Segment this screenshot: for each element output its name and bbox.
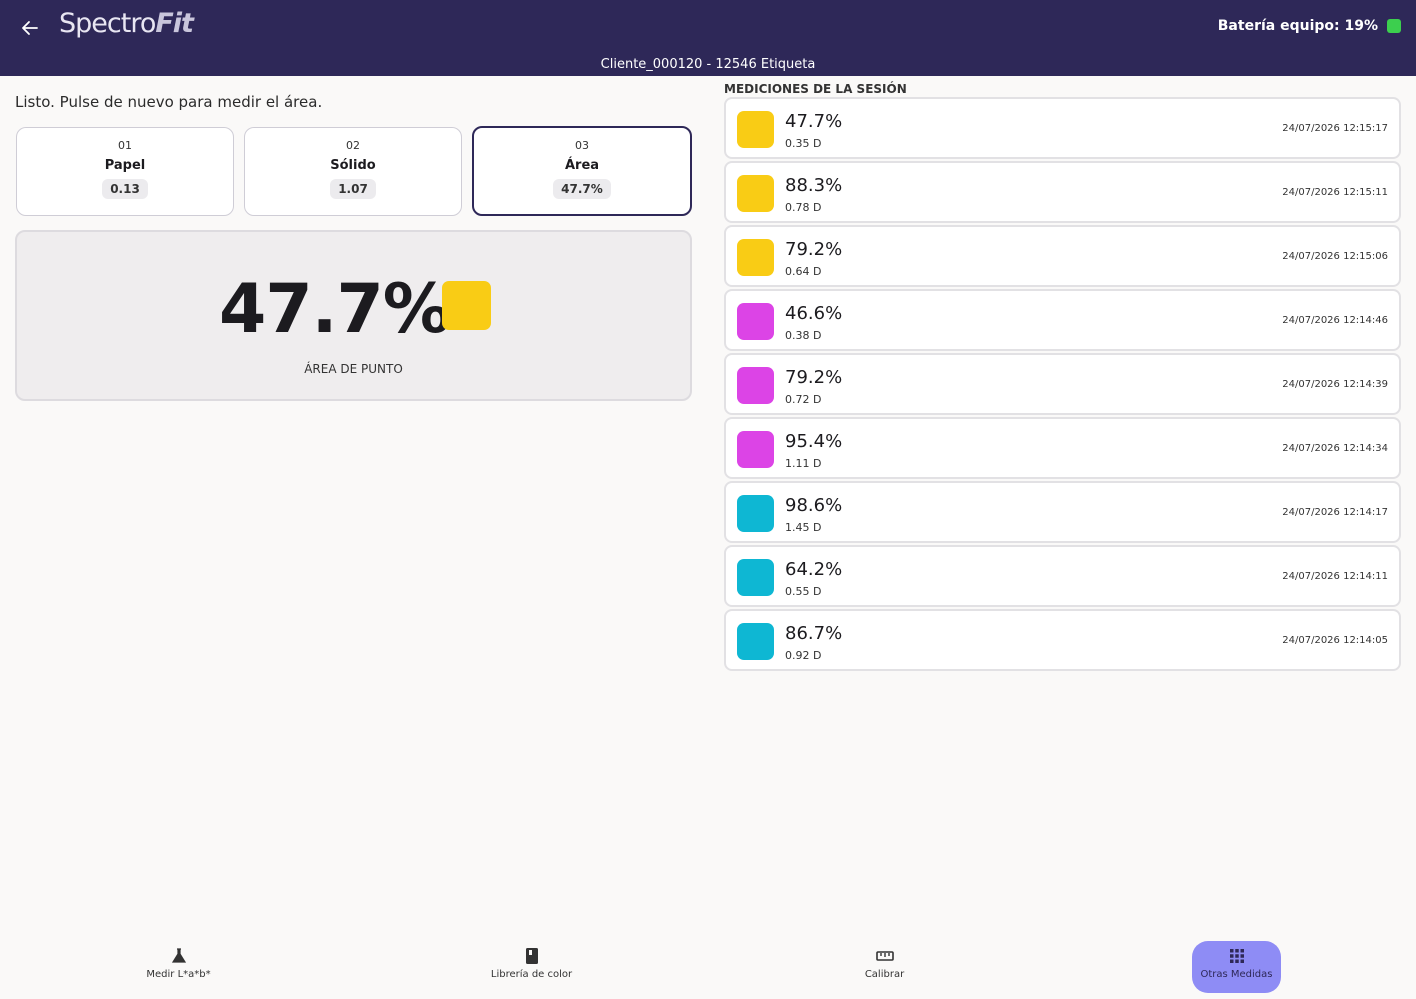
measurement-density: 1.45 D [785,521,822,534]
nav-label: Librería de color [490,969,573,980]
battery-status: Batería equipo: 19% [1217,18,1378,34]
app-logo: SpectroFit [59,8,194,39]
measurement-density: 0.38 D [785,329,822,342]
bottom-navigation: Medir L*a*b* Librería de color Calibrar … [0,935,1416,999]
nav-other-measures[interactable]: Otras Medidas [1192,941,1281,993]
measurement-density: 1.11 D [785,457,822,470]
nav-color-library[interactable]: Librería de color [487,941,576,993]
measurement-color-swatch [737,495,774,532]
nav-label: Calibrar [864,969,905,980]
measurement-density: 0.78 D [785,201,822,214]
flask-icon [171,948,186,963]
book-icon [525,948,538,964]
measurement-row[interactable]: 64.2% 0.55 D 24/07/2026 12:14:11 [724,545,1401,607]
step-value: 1.07 [330,179,376,199]
measurement-row[interactable]: 86.7% 0.92 D 24/07/2026 12:14:05 [724,609,1401,671]
measurement-timestamp: 24/07/2026 12:15:06 [1282,251,1388,262]
measurement-density: 0.64 D [785,265,822,278]
step-name: Área [564,158,600,173]
measurement-percent: 64.2% [785,559,843,580]
measurement-density: 0.92 D [785,649,822,662]
nav-label: Otras Medidas [1200,969,1273,980]
measurement-timestamp: 24/07/2026 12:14:11 [1282,571,1388,582]
measurement-percent: 47.7% [785,111,843,132]
measurement-timestamp: 24/07/2026 12:14:46 [1282,315,1388,326]
measurement-color-swatch [737,559,774,596]
measurement-color-swatch [737,623,774,660]
measurement-color-swatch [737,431,774,468]
measurement-timestamp: 24/07/2026 12:15:11 [1282,187,1388,198]
measurement-timestamp: 24/07/2026 12:14:39 [1282,379,1388,390]
measurement-percent: 95.4% [785,431,843,452]
arrow-left-icon [22,21,38,35]
step-number: 01 [118,139,132,152]
session-list-title: MEDICIONES DE LA SESIÓN [724,82,907,96]
result-label: ÁREA DE PUNTO [304,362,403,376]
measurement-color-swatch [737,111,774,148]
session-subtitle: Cliente_000120 - 12546 Etiqueta [600,57,816,72]
measurement-timestamp: 24/07/2026 12:15:17 [1282,123,1388,134]
step-name: Papel [104,158,146,173]
measurement-timestamp: 24/07/2026 12:14:05 [1282,635,1388,646]
measurement-density: 0.72 D [785,393,822,406]
back-button[interactable] [20,14,44,42]
step-card-papel[interactable]: 01 Papel 0.13 [16,127,234,216]
measurement-density: 0.35 D [785,137,822,150]
measurement-color-swatch [737,239,774,276]
measurement-density: 0.55 D [785,585,822,598]
measurement-row[interactable]: 46.6% 0.38 D 24/07/2026 12:14:46 [724,289,1401,351]
step-value: 47.7% [553,179,611,199]
measurement-percent: 79.2% [785,367,843,388]
measurement-row[interactable]: 79.2% 0.72 D 24/07/2026 12:14:39 [724,353,1401,415]
measurement-timestamp: 24/07/2026 12:14:17 [1282,507,1388,518]
result-value: 47.7% [219,270,451,349]
grid-icon [1229,949,1244,963]
measurement-percent: 98.6% [785,495,843,516]
measurement-timestamp: 24/07/2026 12:14:34 [1282,443,1388,454]
status-message: Listo. Pulse de nuevo para medir el área… [15,93,323,111]
step-name: Sólido [330,158,376,173]
measurement-color-swatch [737,303,774,340]
measurement-color-swatch [737,367,774,404]
top-app-bar: SpectroFit Batería equipo: 19% Cliente_0… [0,0,1416,76]
nav-calibrate[interactable]: Calibrar [840,941,929,993]
nav-label: Medir L*a*b* [146,969,211,980]
measurement-percent: 46.6% [785,303,843,324]
result-panel: 47.7% ÁREA DE PUNTO [15,230,692,401]
nav-measure-lab[interactable]: Medir L*a*b* [134,941,223,993]
measurement-row[interactable]: 47.7% 0.35 D 24/07/2026 12:15:17 [724,97,1401,159]
measurement-percent: 86.7% [785,623,843,644]
measurement-list: 47.7% 0.35 D 24/07/2026 12:15:17 88.3% 0.78 … [724,97,1401,673]
result-color-swatch [442,281,491,330]
step-value: 0.13 [102,179,148,199]
measurement-color-swatch [737,175,774,212]
ruler-icon [875,951,894,961]
measurement-percent: 88.3% [785,175,843,196]
measurement-row[interactable]: 79.2% 0.64 D 24/07/2026 12:15:06 [724,225,1401,287]
measurement-row[interactable]: 95.4% 1.11 D 24/07/2026 12:14:34 [724,417,1401,479]
measurement-row[interactable]: 88.3% 0.78 D 24/07/2026 12:15:11 [724,161,1401,223]
battery-indicator [1387,19,1401,33]
step-number: 03 [575,139,589,152]
step-card-area[interactable]: 03 Área 47.7% [472,126,692,216]
step-number: 02 [346,139,360,152]
step-card-solido[interactable]: 02 Sólido 1.07 [244,127,462,216]
measurement-percent: 79.2% [785,239,843,260]
measurement-row[interactable]: 98.6% 1.45 D 24/07/2026 12:14:17 [724,481,1401,543]
